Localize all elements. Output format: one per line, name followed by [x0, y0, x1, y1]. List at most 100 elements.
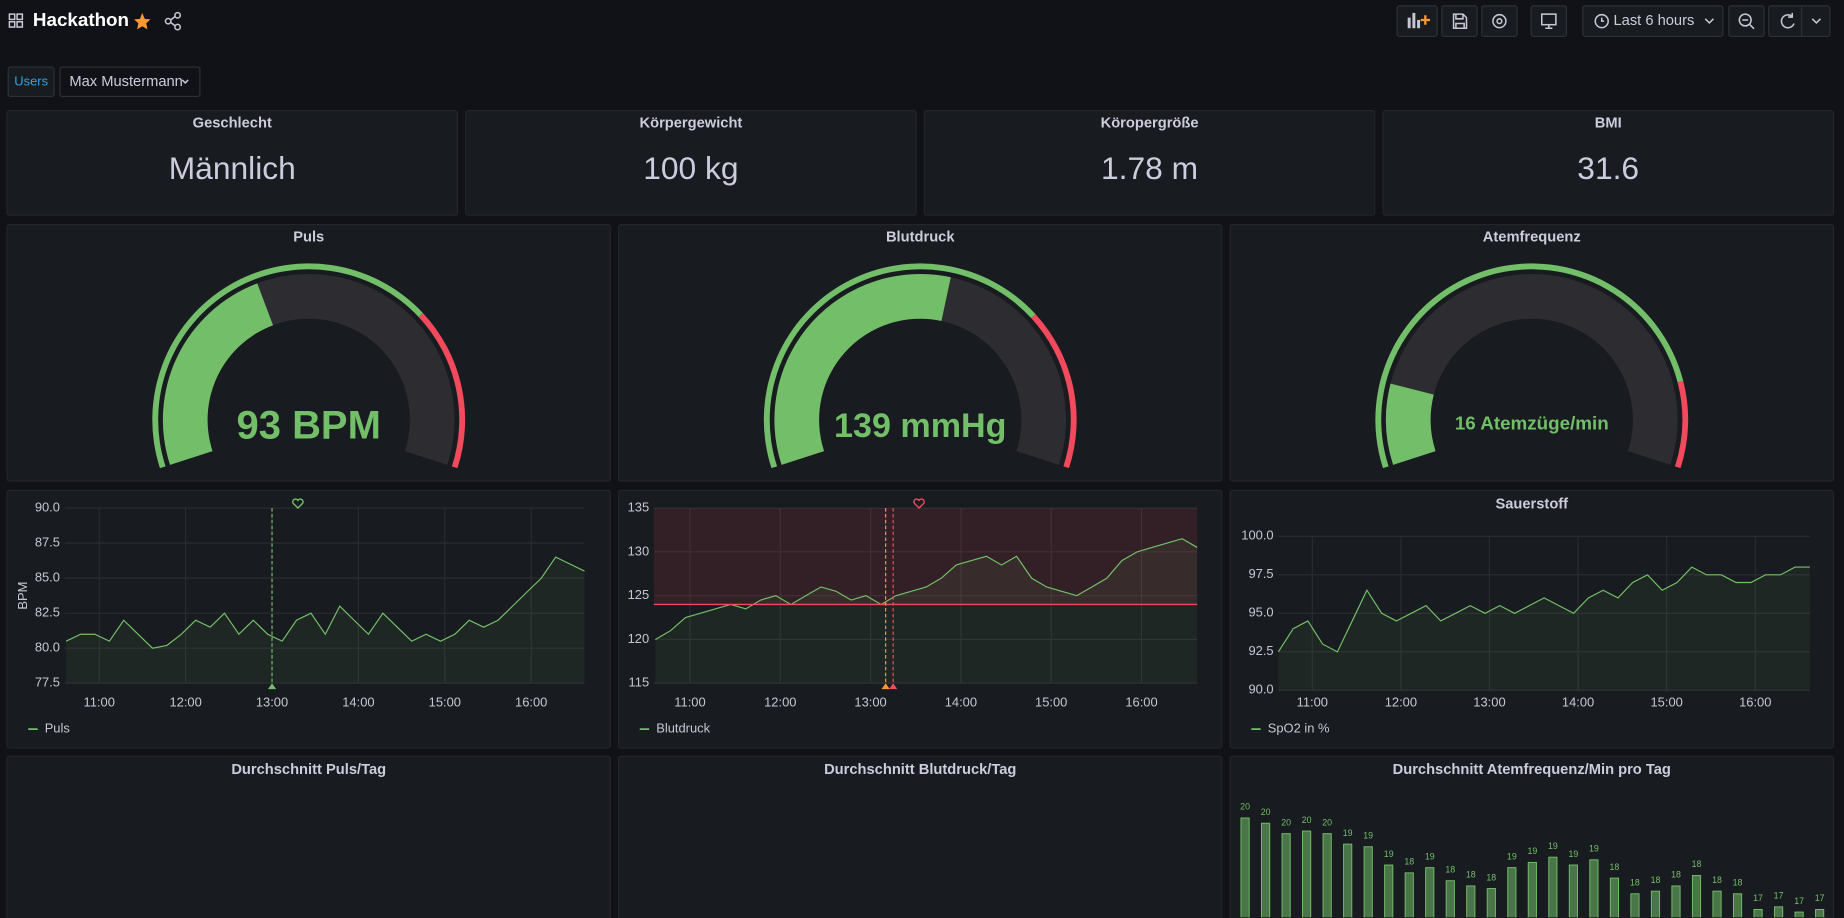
bar-value-label: 20: [1261, 807, 1271, 817]
panel-title: Puls: [293, 229, 324, 245]
bar-value-label: 18: [1486, 872, 1496, 882]
gauge-value: 93 BPM: [237, 404, 381, 448]
refresh-button[interactable]: [1768, 5, 1831, 38]
annotation-heart: [913, 498, 925, 510]
legend-label: Blutdruck: [656, 721, 710, 736]
gauge-value: 139 mmHg: [834, 407, 1006, 445]
bar: [1425, 867, 1435, 918]
bar: [1548, 856, 1558, 918]
bar: [1815, 908, 1825, 918]
bar-group: 20 20 20 20 20 19 19 19 18 19 18 18 18 19 19 19 19 19 18 18…: [1240, 802, 1825, 918]
bar-value-label: 19: [1363, 830, 1373, 840]
panel-title: Durchschnitt Blutdruck/Tag: [824, 762, 1016, 778]
bar-value-label: 20: [1281, 817, 1291, 827]
panel-title: Durchschnitt Puls/Tag: [231, 762, 386, 778]
bar: [1774, 906, 1784, 918]
bar-value-label: 17: [1794, 896, 1804, 906]
x-tick-label: 15:00: [1035, 695, 1067, 710]
bar-value-label: 19: [1568, 849, 1578, 859]
y-tick-label: 130: [628, 543, 650, 558]
gauge-value: 16 Atemzüge/min: [1455, 413, 1609, 434]
bar-value-label: 18: [1671, 870, 1681, 880]
bar: [1240, 817, 1250, 918]
bar: [1261, 822, 1271, 918]
y-tick-label: 120: [628, 631, 650, 646]
bar: [1363, 846, 1373, 918]
series-area: [66, 557, 585, 684]
y-tick-label: 90.0: [35, 499, 60, 514]
time-range-label: Last 6 hours: [1613, 13, 1694, 29]
bar: [1589, 859, 1599, 918]
bar: [1322, 833, 1332, 918]
y-tick-label: 87.5: [35, 535, 60, 550]
x-tick-label: 12:00: [169, 695, 201, 710]
settings-button[interactable]: [1481, 5, 1518, 38]
panel-title: Körpergewicht: [639, 115, 742, 131]
panel: [465, 109, 917, 216]
series-line: [655, 538, 1198, 641]
panel: [6, 109, 459, 216]
bar-value-label: 17: [1774, 891, 1784, 901]
bar-value-label: 18: [1712, 875, 1722, 885]
bar: [1609, 877, 1620, 918]
bar-value-label: 19: [1527, 846, 1537, 856]
variable-value: Max Mustermann: [69, 74, 182, 90]
panel-title: Blutdruck: [886, 229, 955, 245]
save-button[interactable]: [1441, 5, 1478, 38]
bar-value-label: 17: [1815, 893, 1825, 903]
bar: [1732, 893, 1743, 918]
zoom-out-button[interactable]: [1728, 5, 1765, 38]
y-tick-label: 82.5: [35, 605, 60, 620]
panel-title: Geschlecht: [193, 115, 272, 131]
x-tick-label: 13:00: [1473, 695, 1505, 710]
x-tick-label: 14:00: [342, 695, 374, 710]
bar-value-label: 18: [1692, 859, 1702, 869]
tv-mode-button[interactable]: [1530, 5, 1568, 38]
stat-value: 1.78 m: [1101, 150, 1198, 186]
panel-title: Sauerstoff: [1495, 496, 1568, 512]
share-icon[interactable]: [164, 11, 182, 31]
x-tick-label: 13:00: [854, 695, 886, 710]
gauge-fill: [1385, 383, 1436, 465]
stat-value: 31.6: [1577, 150, 1639, 186]
bar: [1384, 864, 1394, 918]
variable-label: Users: [7, 66, 55, 98]
series-area: [655, 538, 1198, 684]
bar-value-label: 18: [1445, 864, 1455, 874]
panel-title: BMI: [1595, 115, 1622, 131]
bar: [1404, 872, 1414, 918]
threshold-band: [418, 313, 466, 469]
add-panel-button[interactable]: [1396, 5, 1438, 38]
stat-value: Männlich: [169, 150, 296, 186]
annotation-marker: [267, 683, 277, 690]
x-tick-label: 11:00: [1297, 695, 1328, 710]
bar-value-label: 18: [1466, 870, 1476, 880]
bar: [1753, 908, 1763, 918]
star-icon[interactable]: [134, 12, 151, 30]
panel-title: Köropergröße: [1101, 115, 1199, 131]
bar: [1302, 830, 1312, 918]
bar: [1568, 864, 1578, 918]
annotation-marker: [881, 683, 890, 690]
bar: [1691, 875, 1702, 918]
apps-icon[interactable]: [8, 13, 24, 28]
bar: [1527, 861, 1537, 918]
bar-value-label: 19: [1384, 849, 1394, 859]
stat-value: 100 kg: [643, 150, 738, 186]
time-picker[interactable]: Last 6 hours: [1582, 5, 1724, 38]
bar-value-label: 20: [1322, 817, 1332, 827]
dashboard-title[interactable]: Hackathon: [33, 9, 129, 30]
bar: [1630, 893, 1640, 918]
bar-value-label: 20: [1302, 815, 1312, 825]
panel: [1229, 755, 1835, 918]
panel: [1382, 109, 1835, 216]
x-tick-label: 15:00: [429, 695, 461, 710]
panel-title: Durchschnitt Atemfrequenz/Min pro Tag: [1393, 762, 1671, 778]
variable-select[interactable]: Max Mustermann: [59, 66, 201, 98]
y-tick-label: 135: [628, 499, 650, 514]
x-tick-label: 14:00: [945, 695, 977, 710]
x-tick-label: 14:00: [1562, 695, 1594, 710]
bar: [1466, 885, 1476, 918]
y-tick-label: 85.0: [35, 570, 60, 585]
variable-name: Users: [14, 74, 48, 89]
